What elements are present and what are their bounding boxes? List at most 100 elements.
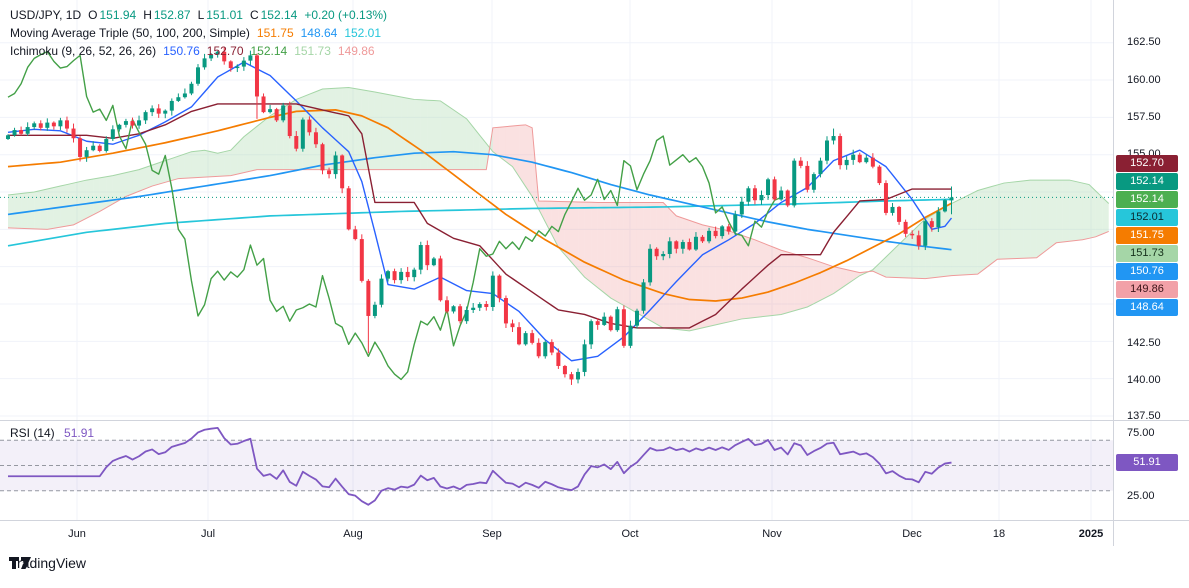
candle-down <box>392 271 397 281</box>
candle-up <box>451 306 456 312</box>
kumo-cloud-pink <box>604 202 611 299</box>
kumo-cloud-green <box>243 131 251 173</box>
candle-down <box>838 136 843 166</box>
candle-down <box>366 280 371 316</box>
kumo-cloud-pink <box>774 247 782 316</box>
time-axis-label: 18 <box>992 528 1006 540</box>
candle-up <box>576 371 581 380</box>
candle-down <box>287 105 292 137</box>
candle-down <box>857 154 862 163</box>
candle-up <box>215 51 220 55</box>
kumo-cloud-green <box>374 91 382 170</box>
kumo-cloud-pink <box>787 252 795 313</box>
kumo-cloud-pink <box>499 126 506 162</box>
candle-up <box>766 179 771 196</box>
kumo-cloud-green <box>230 143 238 176</box>
kumo-cloud-green <box>1095 190 1103 237</box>
kumo-cloud-green <box>466 118 474 170</box>
tenkan-sen-line[interactable] <box>7 61 953 362</box>
legend-ichimoku-row[interactable]: Ichimoku (9, 26, 52, 26, 26) 150.76 152.… <box>10 42 387 60</box>
ohlc-high-value: 152.87 <box>153 8 191 22</box>
candle-up <box>45 122 50 128</box>
candle-up <box>733 214 738 232</box>
kumo-cloud-green <box>21 192 28 229</box>
kumo-cloud-green <box>1003 182 1011 259</box>
time-axis-label: 2025 <box>1078 528 1104 540</box>
kumo-cloud-green <box>224 150 231 176</box>
kumo-cloud-green <box>1043 180 1050 253</box>
candle-down <box>870 157 875 167</box>
kumo-cloud-green <box>73 181 81 225</box>
candle-up <box>431 258 436 266</box>
kumo-cloud-green <box>80 180 87 222</box>
candle-up <box>117 124 122 130</box>
kumo-cloud-pink <box>525 124 533 197</box>
price-badge: 151.75 <box>1116 227 1178 244</box>
candle-down <box>425 245 430 266</box>
candle-down <box>497 275 502 299</box>
kijun-value: 152.70 <box>206 44 244 58</box>
kumo-cloud-green <box>460 114 467 170</box>
candle-down <box>340 155 345 189</box>
candle-up <box>661 253 666 257</box>
kumo-cloud-pink <box>650 202 657 325</box>
kijun-sen-line[interactable] <box>8 103 952 329</box>
rsi-value: 51.91 <box>64 426 95 440</box>
rsi-legend[interactable]: RSI (14) 51.91 <box>10 426 94 440</box>
kumo-cloud-green <box>892 244 900 278</box>
candle-up <box>864 157 869 163</box>
candle-up <box>936 211 941 228</box>
candle-down <box>320 144 325 171</box>
ohlc-close-value: 152.14 <box>260 8 298 22</box>
ma200-line[interactable] <box>7 198 952 247</box>
kumo-cloud-green <box>198 150 205 178</box>
kumo-cloud-green <box>473 127 480 170</box>
kumo-cloud-green <box>394 95 402 170</box>
kumo-cloud-pink <box>578 201 585 278</box>
candle-down <box>687 242 692 250</box>
ma100-line[interactable] <box>7 150 952 251</box>
candle-down <box>674 241 679 249</box>
kumo-cloud-green <box>944 203 952 277</box>
kumo-cloud-green <box>1036 180 1044 258</box>
kumo-cloud-green <box>1010 181 1018 259</box>
kumo-cloud-green <box>1017 180 1024 259</box>
kumo-cloud-pink <box>754 239 762 318</box>
price-tick-label: 162.50 <box>1127 36 1161 48</box>
ma50-line[interactable] <box>7 109 952 302</box>
kumo-cloud-green <box>256 121 264 170</box>
kumo-cloud-green <box>1056 180 1063 243</box>
tradingview-logo[interactable]: TradingView <box>9 555 86 571</box>
candle-down <box>353 229 358 240</box>
kumo-cloud-pink <box>728 230 736 322</box>
kumo-cloud-green <box>885 250 893 278</box>
kumo-cloud-green <box>191 150 199 178</box>
kumo-cloud-pink <box>597 202 605 293</box>
kumo-cloud-green <box>958 197 965 276</box>
price-badge: 148.64 <box>1116 299 1178 316</box>
candle-up <box>818 160 823 175</box>
candle-down <box>228 61 233 69</box>
rsi-line[interactable] <box>8 426 952 506</box>
candle-up <box>582 344 587 372</box>
symbol-title: USD/JPY, 1D <box>10 8 82 22</box>
kumo-cloud-green <box>414 99 421 170</box>
kumo-cloud-green <box>401 96 408 170</box>
kumo-cloud-green <box>407 98 415 170</box>
kumo-cloud-pink <box>545 201 552 235</box>
candle-down <box>130 121 135 126</box>
candle-up <box>634 310 639 326</box>
candle-up <box>628 325 633 346</box>
kumo-cloud-green <box>1049 180 1057 248</box>
kumo-cloud-pink <box>781 250 788 315</box>
legend-ma-triple-row[interactable]: Moving Average Triple (50, 100, 200, Sim… <box>10 24 387 42</box>
kumo-cloud-pink <box>669 209 677 330</box>
ma-triple-title: Moving Average Triple (50, 100, 200, Sim… <box>10 26 250 40</box>
tenkan-value: 150.76 <box>163 44 200 58</box>
candle-up <box>91 145 96 151</box>
legend-symbol-row[interactable]: USD/JPY, 1D O 151.94 H 152.87 L 151.01 C… <box>10 6 387 24</box>
kumo-cloud-pink <box>512 125 520 177</box>
price-badge: 152.14 <box>1116 191 1178 208</box>
kumo-cloud-pink <box>519 124 526 187</box>
